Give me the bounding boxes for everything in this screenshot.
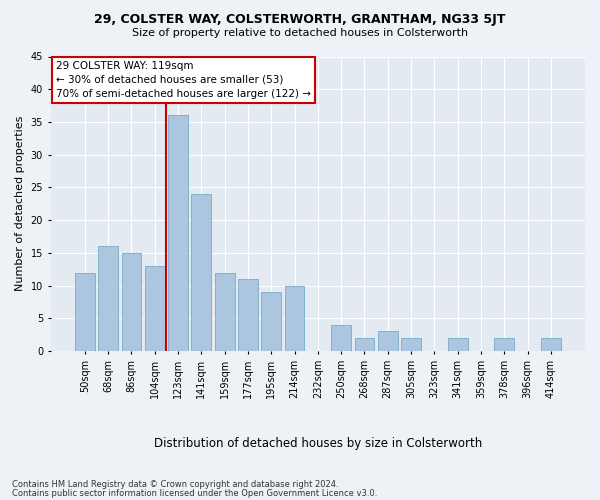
Bar	[98, 246, 118, 351]
Bar	[541, 338, 561, 351]
Bar	[448, 338, 467, 351]
Text: Size of property relative to detached houses in Colsterworth: Size of property relative to detached ho…	[132, 28, 468, 38]
Text: Contains HM Land Registry data © Crown copyright and database right 2024.: Contains HM Land Registry data © Crown c…	[12, 480, 338, 489]
Bar	[122, 253, 142, 351]
Bar	[494, 338, 514, 351]
Bar	[401, 338, 421, 351]
Y-axis label: Number of detached properties: Number of detached properties	[15, 116, 25, 292]
Bar	[378, 332, 398, 351]
Bar	[145, 266, 164, 351]
Bar	[284, 286, 304, 351]
Text: 29 COLSTER WAY: 119sqm
← 30% of detached houses are smaller (53)
70% of semi-det: 29 COLSTER WAY: 119sqm ← 30% of detached…	[56, 61, 311, 99]
Bar	[215, 272, 235, 351]
Bar	[238, 279, 258, 351]
Bar	[75, 272, 95, 351]
X-axis label: Distribution of detached houses by size in Colsterworth: Distribution of detached houses by size …	[154, 437, 482, 450]
Text: 29, COLSTER WAY, COLSTERWORTH, GRANTHAM, NG33 5JT: 29, COLSTER WAY, COLSTERWORTH, GRANTHAM,…	[94, 12, 506, 26]
Bar	[331, 325, 351, 351]
Bar	[168, 116, 188, 351]
Bar	[355, 338, 374, 351]
Text: Contains public sector information licensed under the Open Government Licence v3: Contains public sector information licen…	[12, 488, 377, 498]
Bar	[262, 292, 281, 351]
Bar	[191, 194, 211, 351]
